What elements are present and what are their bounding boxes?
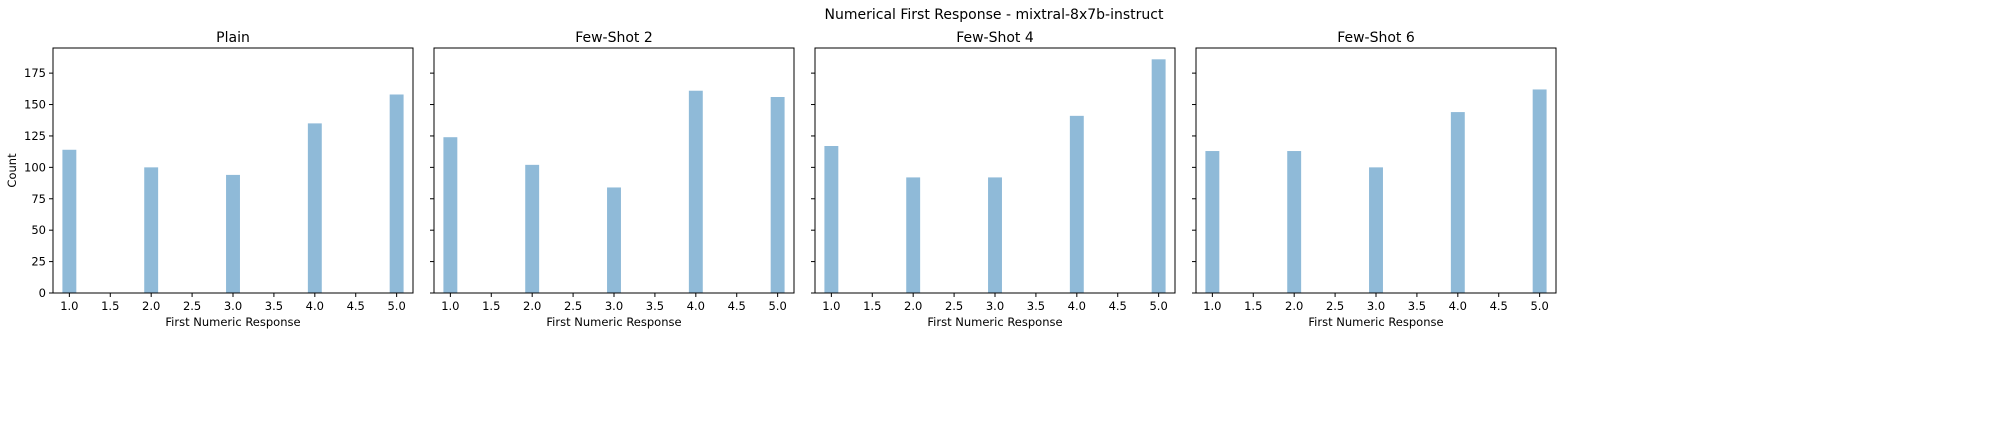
x-tick-label: 2.5 xyxy=(1326,299,1344,313)
figure-title: Numerical First Response - mixtral-8x7b-… xyxy=(825,7,1164,23)
x-tick-label: 4.0 xyxy=(687,299,705,313)
x-tick-label: 3.5 xyxy=(1027,299,1045,313)
subplot-2: 1.0 1.5 2.0 2.5 3.0 3.5 4.0 4.5 5.0 Few-Shot 2 Fir… xyxy=(430,30,795,329)
bar-1 xyxy=(1205,151,1220,293)
x-tick-label: 3.5 xyxy=(646,299,664,313)
subplot-title: Few-Shot 6 xyxy=(1337,30,1415,46)
x-tick-label: 4.0 xyxy=(1449,299,1467,313)
bar-1 xyxy=(824,146,839,293)
x-tick-label: 4.5 xyxy=(728,299,746,313)
bar-5 xyxy=(1532,89,1547,294)
x-tick-label: 4.5 xyxy=(1490,299,1508,313)
x-tick-label: 5.0 xyxy=(387,299,405,313)
x-tick-label: 2.5 xyxy=(945,299,963,313)
subplot-grid: 1.0 1.5 2.0 2.5 3.0 3.5 4.0 4.5 5.0 0 25 50 75 100 125… xyxy=(5,30,1557,329)
bar-5 xyxy=(770,97,785,293)
x-tick-label: 5.0 xyxy=(1149,299,1167,313)
x-tick-label: 2.5 xyxy=(564,299,582,313)
x-tick-label: 3.5 xyxy=(1408,299,1426,313)
x-tick-label: 1.5 xyxy=(482,299,500,313)
bar-2 xyxy=(144,167,159,293)
x-tick-label: 1.0 xyxy=(822,299,840,313)
y-tick-label: 25 xyxy=(31,255,46,269)
x-tick-label: 1.5 xyxy=(1244,299,1262,313)
y-tick-label: 50 xyxy=(31,223,46,237)
x-tick-label: 3.5 xyxy=(265,299,283,313)
y-tick-label: 0 xyxy=(39,286,46,300)
x-tick-label: 1.5 xyxy=(863,299,881,313)
subplot-title: Few-Shot 4 xyxy=(956,30,1034,46)
x-tick-label: 1.0 xyxy=(1203,299,1221,313)
bar-2 xyxy=(906,177,921,293)
x-tick-label: 5.0 xyxy=(768,299,786,313)
y-tick-label: 150 xyxy=(24,98,46,112)
x-tick-label: 1.5 xyxy=(101,299,119,313)
x-tick-label: 2.0 xyxy=(523,299,541,313)
y-axis-label: Count xyxy=(5,153,19,188)
subplot-title: Plain xyxy=(216,30,250,46)
subplot-3: 1.0 1.5 2.0 2.5 3.0 3.5 4.0 4.5 5.0 Few-Shot 4 Fir… xyxy=(811,30,1176,329)
x-axis-label: First Numeric Response xyxy=(165,315,300,329)
x-tick-label: 4.0 xyxy=(306,299,324,313)
bar-4 xyxy=(1450,112,1465,293)
subplot-title: Few-Shot 2 xyxy=(575,30,653,46)
bar-3 xyxy=(607,187,621,293)
x-tick-label: 3.0 xyxy=(1367,299,1385,313)
bar-4 xyxy=(688,90,703,293)
bar-2 xyxy=(1287,151,1302,293)
x-tick-label: 4.5 xyxy=(347,299,365,313)
y-tick-label: 175 xyxy=(24,66,46,80)
subplot-1: 1.0 1.5 2.0 2.5 3.0 3.5 4.0 4.5 5.0 0 25 50 75 100 125… xyxy=(5,30,414,329)
y-tick-label: 75 xyxy=(31,192,46,206)
bar-4 xyxy=(1069,115,1084,293)
x-tick-label: 3.0 xyxy=(605,299,623,313)
bar-4 xyxy=(307,123,322,293)
x-axis-label: First Numeric Response xyxy=(546,315,681,329)
bar-1 xyxy=(443,137,458,293)
x-tick-label: 2.0 xyxy=(142,299,160,313)
x-tick-label: 5.0 xyxy=(1530,299,1548,313)
x-tick-label: 2.0 xyxy=(1285,299,1303,313)
bar-2 xyxy=(525,164,540,293)
x-tick-label: 2.0 xyxy=(904,299,922,313)
bar-1 xyxy=(62,149,77,293)
y-tick-label: 125 xyxy=(24,129,46,143)
x-tick-label: 2.5 xyxy=(183,299,201,313)
bar-5 xyxy=(1151,59,1166,294)
x-axis-label: First Numeric Response xyxy=(927,315,1062,329)
x-tick-label: 4.0 xyxy=(1068,299,1086,313)
bar-3 xyxy=(1369,167,1383,293)
subplot-4: 1.0 1.5 2.0 2.5 3.0 3.5 4.0 4.5 5.0 Few-Shot 6 Fir… xyxy=(1192,30,1557,329)
x-tick-label: 4.5 xyxy=(1109,299,1127,313)
bar-5 xyxy=(389,94,404,294)
x-tick-label: 3.0 xyxy=(224,299,242,313)
y-tick-label: 100 xyxy=(24,160,46,174)
bar-3 xyxy=(226,174,240,293)
x-axis-label: First Numeric Response xyxy=(1308,315,1443,329)
bar-3 xyxy=(988,177,1002,293)
x-tick-label: 1.0 xyxy=(441,299,459,313)
x-tick-label: 3.0 xyxy=(986,299,1004,313)
x-tick-label: 1.0 xyxy=(60,299,78,313)
